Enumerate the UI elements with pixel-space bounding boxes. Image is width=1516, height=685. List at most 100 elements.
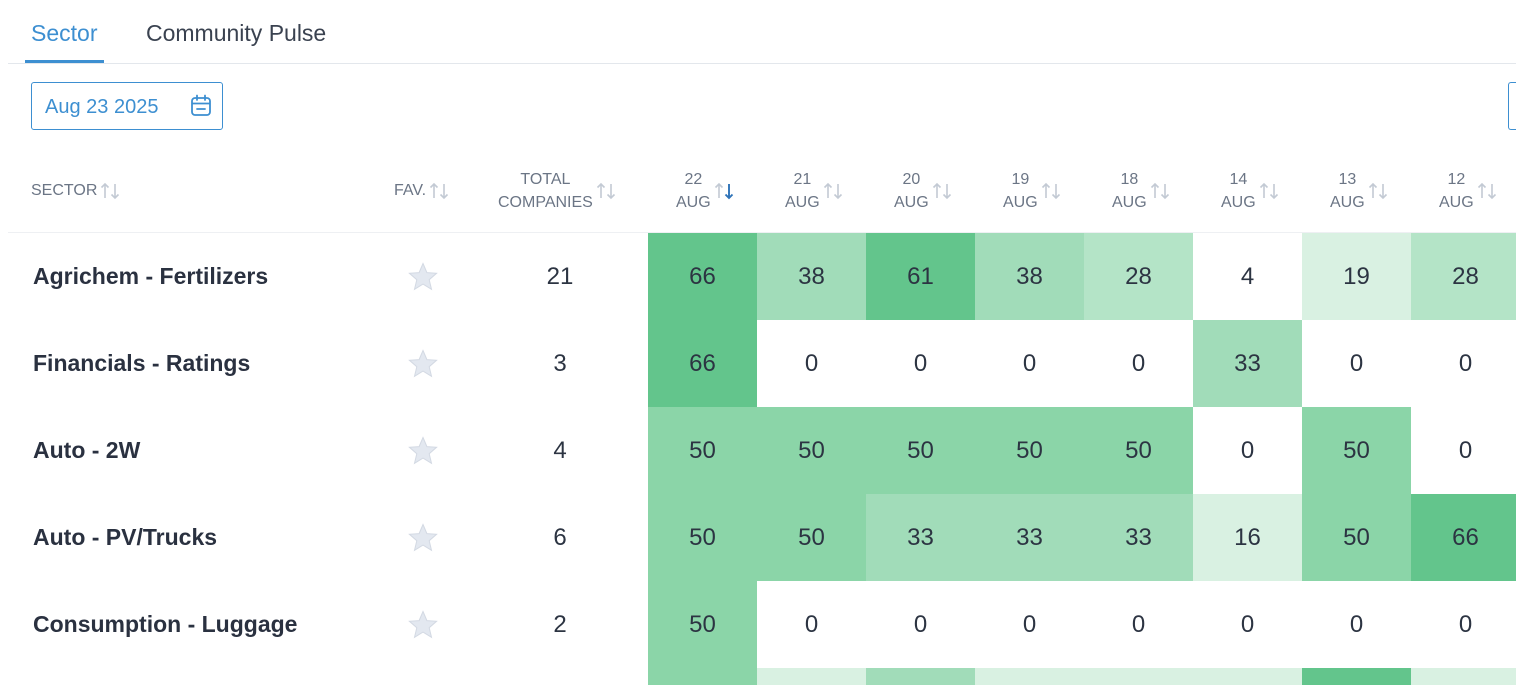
column-header-date[interactable]: 18 AUG — [1112, 150, 1171, 232]
heatmap-cell[interactable]: 61 — [866, 233, 975, 320]
column-header-month: AUG — [894, 194, 929, 211]
heatmap-cell[interactable]: 66 — [648, 233, 757, 320]
column-header-day: 14 — [1229, 171, 1248, 188]
favorite-star-icon[interactable] — [407, 261, 439, 293]
favorite-star-icon[interactable] — [407, 435, 439, 467]
heatmap-cell[interactable]: 50 — [648, 494, 757, 581]
heatmap-cell[interactable]: 0 — [913, 349, 928, 377]
heatmap-cell[interactable]: 0 — [1458, 436, 1473, 464]
sort-desc-icon — [714, 182, 733, 200]
heatmap-cell[interactable]: 0 — [1349, 349, 1364, 377]
column-header-total-line2: COMPANIES — [498, 194, 593, 211]
sector-name[interactable]: Agrichem - Fertilizers — [33, 263, 269, 289]
sort-icon — [596, 182, 615, 200]
column-header-sector[interactable]: SECTOR — [31, 150, 121, 232]
column-header-total-line1: TOTAL — [520, 171, 571, 188]
tab-community-pulse[interactable]: Community Pulse — [146, 20, 327, 46]
column-header-day: 18 — [1120, 171, 1139, 188]
heatmap-cell-partial — [648, 668, 757, 685]
heatmap-cell[interactable]: 33 — [1193, 320, 1302, 407]
column-header-date[interactable]: 19 AUG — [1003, 150, 1062, 232]
column-header-month: AUG — [1003, 194, 1038, 211]
column-header-month: AUG — [1439, 194, 1474, 211]
sort-icon — [1041, 182, 1060, 200]
column-header-date[interactable]: 21 AUG — [785, 150, 844, 232]
heatmap-cell-partial — [757, 668, 866, 685]
sort-icon — [101, 182, 120, 200]
column-header-date[interactable]: 13 AUG — [1330, 150, 1389, 232]
heatmap-cell[interactable]: 19 — [1302, 233, 1411, 320]
column-header-month: AUG — [676, 194, 711, 211]
heatmap-cell[interactable]: 0 — [1131, 610, 1146, 638]
column-header-day: 20 — [902, 171, 921, 188]
header-divider — [8, 232, 1516, 233]
heatmap-cell[interactable]: 50 — [1302, 494, 1411, 581]
sort-icon — [1150, 182, 1169, 200]
column-header-day: 12 — [1447, 171, 1466, 188]
sector-name[interactable]: Auto - 2W — [33, 437, 141, 463]
favorite-star-icon[interactable] — [407, 522, 439, 554]
column-header-date[interactable]: 22 AUG — [676, 150, 735, 232]
heatmap-cell[interactable]: 66 — [648, 320, 757, 407]
total-companies-value: 21 — [546, 262, 574, 290]
column-header-day: 22 — [684, 171, 703, 188]
sort-icon — [1477, 182, 1496, 200]
heatmap-cell[interactable]: 33 — [1084, 494, 1193, 581]
sort-icon — [1368, 182, 1387, 200]
heatmap-cell[interactable]: 0 — [1022, 610, 1037, 638]
heatmap-cell[interactable]: 28 — [1411, 233, 1516, 320]
column-header-fav-label: FAV. — [394, 182, 427, 199]
heatmap-cell-partial — [975, 668, 1084, 685]
total-companies-value: 4 — [553, 436, 567, 464]
heatmap-cell[interactable]: 38 — [757, 233, 866, 320]
sector-name[interactable]: Consumption - Luggage — [33, 611, 298, 637]
favorite-star-icon[interactable] — [407, 609, 439, 641]
date-picker[interactable]: Aug 23 2025 — [31, 82, 223, 130]
column-header-month: AUG — [1221, 194, 1256, 211]
heatmap-cell[interactable]: 0 — [804, 349, 819, 377]
sort-icon — [429, 182, 449, 200]
heatmap-cell[interactable]: 0 — [804, 610, 819, 638]
heatmap-cell-partial — [1302, 668, 1411, 685]
right-control-edge[interactable] — [1508, 82, 1516, 130]
column-header-day: 19 — [1011, 171, 1030, 188]
heatmap-cell[interactable]: 28 — [1084, 233, 1193, 320]
heatmap-cell[interactable]: 50 — [757, 407, 866, 494]
heatmap-cell[interactable]: 0 — [1022, 349, 1037, 377]
heatmap-cell[interactable]: 16 — [1193, 494, 1302, 581]
column-header-fav[interactable]: FAV. — [394, 150, 450, 232]
column-header-date[interactable]: 14 AUG — [1221, 150, 1280, 232]
heatmap-cell[interactable]: 50 — [1084, 407, 1193, 494]
heatmap-cell[interactable]: 0 — [1240, 610, 1255, 638]
heatmap-cell[interactable]: 38 — [975, 233, 1084, 320]
heatmap-cell[interactable]: 50 — [648, 581, 757, 668]
column-header-date[interactable]: 20 AUG — [894, 150, 953, 232]
favorite-star-icon[interactable] — [407, 348, 439, 380]
heatmap-cell[interactable]: 0 — [1131, 349, 1146, 377]
heatmap-cell[interactable]: 33 — [866, 494, 975, 581]
column-header-month: AUG — [1112, 194, 1147, 211]
column-header-month: AUG — [1330, 194, 1365, 211]
total-companies-value: 2 — [553, 610, 567, 638]
column-header-date[interactable]: 12 AUG — [1439, 150, 1498, 232]
total-companies-value: 3 — [553, 349, 567, 377]
heatmap-cell[interactable]: 50 — [757, 494, 866, 581]
heatmap-cell[interactable]: 33 — [975, 494, 1084, 581]
heatmap-cell[interactable]: 0 — [1458, 610, 1473, 638]
heatmap-cell[interactable]: 50 — [975, 407, 1084, 494]
heatmap-cell[interactable]: 0 — [1240, 436, 1255, 464]
heatmap-cell[interactable]: 4 — [1240, 262, 1255, 290]
heatmap-cell[interactable]: 50 — [1302, 407, 1411, 494]
heatmap-cell[interactable]: 0 — [913, 610, 928, 638]
heatmap-cell[interactable]: 0 — [1458, 349, 1473, 377]
sector-name[interactable]: Financials - Ratings — [33, 350, 251, 376]
heatmap-cell[interactable]: 50 — [648, 407, 757, 494]
tab-sector[interactable]: Sector — [31, 20, 98, 46]
column-header-total-companies[interactable]: TOTAL COMPANIES — [498, 150, 617, 232]
date-value: Aug 23 2025 — [45, 96, 159, 118]
sort-icon — [1259, 182, 1278, 200]
heatmap-cell[interactable]: 0 — [1349, 610, 1364, 638]
heatmap-cell[interactable]: 50 — [866, 407, 975, 494]
heatmap-cell[interactable]: 66 — [1411, 494, 1516, 581]
sector-name[interactable]: Auto - PV/Trucks — [33, 524, 218, 550]
